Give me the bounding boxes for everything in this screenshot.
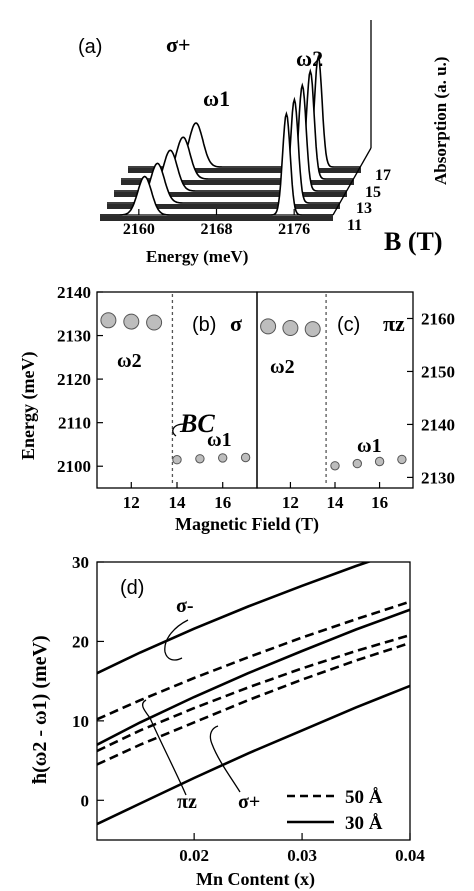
plot-frame-d [96, 561, 411, 841]
panel-c: 12 14 16 2130 2140 2150 2160 (c) πz ω2 ω1 [256, 291, 455, 512]
x-tick-label-c-16: 16 [371, 493, 388, 512]
series-line-5 [97, 684, 410, 826]
legend-label-30A: 30 Å [345, 813, 383, 834]
data-point-b-omega2-11 [100, 312, 117, 329]
y-tick-label-c-2160: 2160 [421, 309, 455, 328]
panel-b-label: (b) [192, 314, 216, 336]
series-label-omega1-c: ω1 [357, 435, 382, 457]
y-tick-label-d-20: 20 [72, 632, 89, 651]
pointer-sigma-minus [164, 619, 189, 661]
pointer-sigma-plus [209, 725, 241, 793]
series-line-3 [97, 633, 410, 753]
critical-field-pointer [172, 423, 186, 437]
spectrum-fill-B16 [121, 71, 354, 186]
y-tick-label-b-2140: 2140 [57, 283, 91, 302]
y-tick-label-b-2110: 2110 [58, 414, 91, 433]
annotation-sigma-plus: σ+ [238, 791, 260, 813]
depth-tick-label-a-13: 13 [356, 200, 372, 217]
polarization-label-b: σ [230, 311, 242, 336]
pointer-pi-z [149, 717, 187, 796]
panel-d: 0.02 0.03 0.04 0 10 20 30 (d) σ- πz σ+ 50 Å 30… [29, 553, 425, 890]
series-line-1 [97, 600, 410, 721]
x-tick-label-c-14: 14 [327, 493, 345, 512]
data-point-b-omega1-15 [195, 454, 205, 464]
x-tick-label-b-12: 12 [123, 493, 140, 512]
data-point-b-omega2-13 [146, 314, 163, 331]
z-axis-label-a: Absorption (a. u.) [431, 57, 450, 185]
x-axis-label-bc: Magnetic Field (T) [175, 514, 319, 535]
spectrum-fill-B15 [114, 85, 347, 198]
x-tick-label-a-2168: 2168 [201, 221, 233, 238]
data-point-c-omega1-15 [352, 458, 362, 469]
data-point-c-omega1-14 [330, 461, 340, 471]
panel-a-label: (a) [78, 36, 102, 58]
series-line-2 [97, 608, 410, 746]
x-tick-label-b-14: 14 [169, 493, 187, 512]
legend-label-50A: 50 Å [345, 787, 383, 808]
y-axis-label-b: Energy (meV) [18, 352, 39, 460]
depth-tick-label-a-11: 11 [347, 217, 362, 234]
x-tick-label-c-12: 12 [282, 493, 299, 512]
y-tick-label-d-0: 0 [81, 791, 90, 810]
depth-axis-label-a: B (T) [384, 227, 443, 256]
data-point-b-omega1-16 [218, 453, 228, 463]
depth-axis-a [332, 147, 372, 216]
spectrum-fill-B11 [100, 113, 333, 222]
series-label-omega2-c: ω2 [270, 356, 295, 378]
peak-label-omega1: ω1 [203, 86, 230, 111]
x-tick-label-d-0.04: 0.04 [395, 846, 425, 865]
polarization-label-c: πz [383, 311, 405, 336]
waterfall-spectra [100, 54, 361, 222]
data-point-c-omega2-12 [282, 320, 299, 336]
annotation-sigma-minus: σ- [176, 595, 194, 617]
y-tick-label-c-2130: 2130 [421, 468, 455, 487]
x-tick-label-d-0.02: 0.02 [179, 846, 209, 865]
panel-c-label: (c) [337, 314, 360, 336]
x-axis-label-a: Energy (meV) [146, 247, 248, 266]
y-tick-label-b-2100: 2100 [57, 457, 91, 476]
data-point-c-omega1-16 [374, 456, 385, 467]
depth-tick-label-a-17: 17 [375, 167, 391, 184]
x-axis-label-d: Mn Content (x) [196, 869, 315, 890]
legend: 50 Å 30 Å [287, 787, 383, 834]
y-axis-label-d: ħ(ω2 - ω1) (meV) [29, 635, 51, 784]
y-tick-label-c-2140: 2140 [421, 415, 455, 434]
spectrum-line-B17 [128, 54, 361, 168]
data-point-b-omega1-17 [240, 452, 251, 463]
y-tick-label-b-2120: 2120 [57, 370, 91, 389]
y-tick-label-d-30: 30 [72, 553, 89, 572]
series-line-4 [97, 641, 410, 766]
data-point-c-omega2-13 [304, 321, 321, 338]
panel-d-label: (d) [120, 577, 144, 599]
data-point-b-omega1-14 [172, 455, 182, 465]
series-label-omega1-b: ω1 [207, 429, 232, 451]
data-point-c-omega2-11 [260, 318, 277, 335]
data-point-b-omega2-12 [123, 313, 140, 330]
annotation-pi-z: πz [177, 791, 197, 813]
y-tick-label-b-2130: 2130 [57, 327, 91, 346]
spectrum-base-B11 [100, 216, 333, 221]
critical-field-label: BC [179, 409, 215, 438]
x-tick-label-b-16: 16 [214, 493, 231, 512]
x-tick-label-a-2176: 2176 [278, 221, 310, 238]
y-tick-label-d-10: 10 [72, 712, 89, 731]
series-line-0 [97, 562, 372, 675]
x-tick-label-d-0.03: 0.03 [287, 846, 317, 865]
panel-b: 12 14 16 2100 2110 2120 2130 2140 (b) σ ω2 ω1 B… [18, 283, 258, 512]
polarization-label-a: σ+ [166, 32, 191, 57]
x-tick-label-a-2160: 2160 [123, 221, 155, 238]
series-label-omega2-b: ω2 [117, 350, 142, 372]
pointer-pi-z-hook [141, 699, 151, 719]
y-tick-label-c-2150: 2150 [421, 362, 455, 381]
depth-tick-label-a-15: 15 [365, 184, 381, 201]
data-point-c-omega1-17 [397, 454, 407, 465]
